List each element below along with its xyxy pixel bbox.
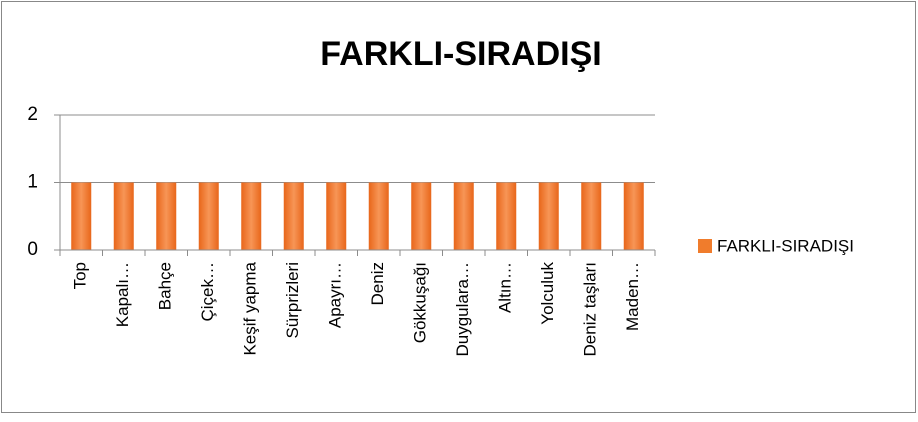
- bar: [453, 182, 474, 250]
- bar: [156, 182, 177, 250]
- x-tick-label: Duygulara…: [453, 262, 472, 357]
- x-tick-label: Apayrı…: [326, 262, 345, 328]
- x-tick-label: Top: [71, 262, 90, 289]
- bar: [411, 182, 432, 250]
- y-tick-label: 0: [27, 239, 38, 260]
- bar: [326, 182, 347, 250]
- x-tick-label: Kapalı…: [113, 262, 132, 327]
- x-tick-label: Maden…: [623, 262, 642, 331]
- legend-swatch: [698, 239, 712, 253]
- x-tick-label: Bahçe: [156, 262, 175, 310]
- bar: [283, 182, 304, 250]
- bar: [241, 182, 262, 250]
- bar: [71, 182, 92, 250]
- y-tick-label: 2: [27, 104, 38, 125]
- x-tick-label: Yolculuk: [538, 262, 557, 325]
- bar: [623, 182, 644, 250]
- bar: [198, 182, 219, 250]
- bar: [496, 182, 517, 250]
- chart-title: FARKLI-SIRADIŞI: [320, 35, 601, 73]
- y-tick-label: 1: [27, 172, 38, 193]
- x-tick-label: Çiçek…: [198, 262, 217, 322]
- legend-label: FARKLI-SIRADIŞI: [717, 236, 854, 255]
- x-tick-label: Keşif yapma: [241, 261, 260, 355]
- bar: [113, 182, 134, 250]
- bar: [368, 182, 389, 250]
- x-tick-label: Sürprizleri: [283, 262, 302, 339]
- bar: [581, 182, 602, 250]
- x-tick-label: Gökkuşağı: [411, 262, 430, 343]
- x-tick-label: Altın…: [496, 262, 515, 313]
- x-tick-label: Deniz taşları: [581, 262, 600, 356]
- x-tick-label: Deniz: [368, 262, 387, 305]
- bar: [538, 182, 559, 250]
